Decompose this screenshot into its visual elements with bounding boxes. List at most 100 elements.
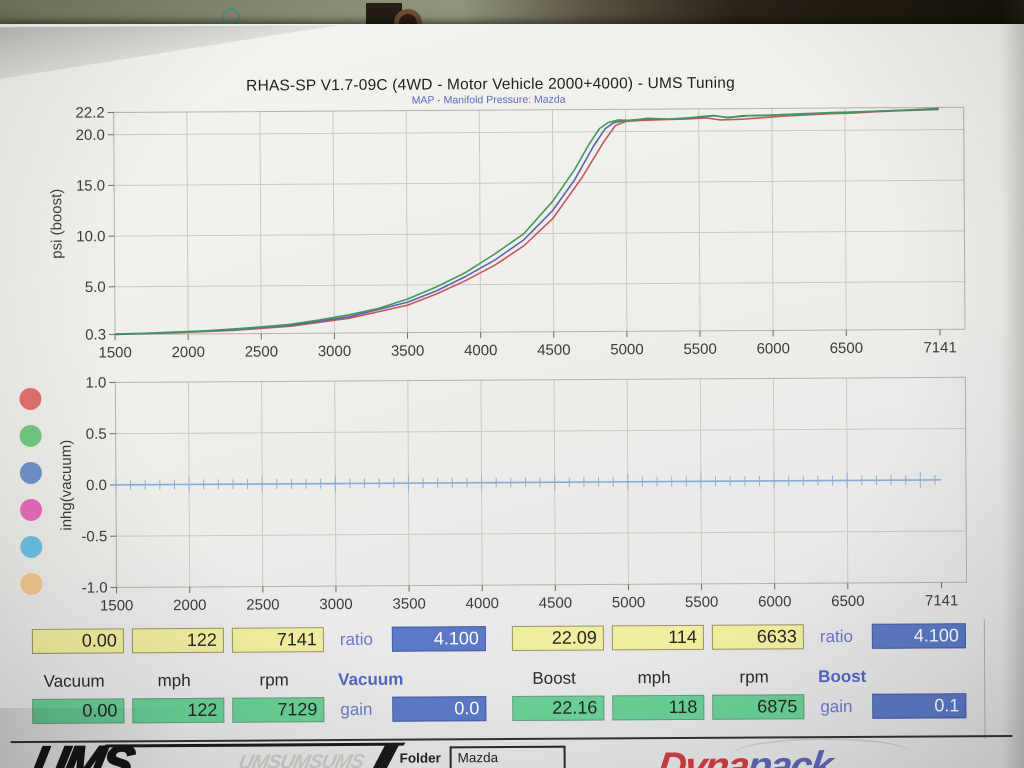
svg-text:5500: 5500 xyxy=(683,341,716,358)
ums-logo-outline xyxy=(103,742,406,748)
svg-text:0.0: 0.0 xyxy=(86,477,107,494)
vacuum-peak-rpm: 7141 xyxy=(231,627,324,653)
dynapack-logo-red: Dyna xyxy=(654,744,751,768)
svg-text:0.3: 0.3 xyxy=(85,326,106,343)
svg-text:psi (boost): psi (boost) xyxy=(48,189,65,259)
svg-text:2000: 2000 xyxy=(172,344,205,361)
folder-value: Mazda xyxy=(457,750,499,766)
dynapack-logo: Dynapack xyxy=(655,744,834,768)
svg-text:22.2: 22.2 xyxy=(75,104,104,121)
legend-dot-red xyxy=(19,387,42,411)
boost-peak-rpm: 6633 xyxy=(711,624,804,650)
boost-peak-row: 22.09 114 6633 ratio 4.100 xyxy=(511,623,972,652)
svg-text:20.0: 20.0 xyxy=(76,127,105,144)
vacuum-peak-row: 0.00 122 7141 ratio 4.100 xyxy=(31,626,492,654)
col-label-rpm: rpm xyxy=(259,670,289,690)
vacuum-current-value: 0.00 xyxy=(32,698,125,724)
boost-chart: 1500 2000 2500 3000 3500 4000 4500 5000 5500 6000… xyxy=(48,104,966,362)
vacuum-current-mph: 122 xyxy=(132,697,225,724)
svg-text:15.0: 15.0 xyxy=(76,177,105,194)
col-label-mph: mph xyxy=(637,668,671,688)
col-label-vacuum: Vacuum xyxy=(43,671,105,691)
col-label-rpm: rpm xyxy=(739,667,769,687)
svg-text:7141: 7141 xyxy=(923,339,956,356)
svg-text:6500: 6500 xyxy=(830,340,863,357)
boost-peak-value: 22.09 xyxy=(511,625,604,652)
channel-label-vacuum: Vacuum xyxy=(338,669,404,690)
vacuum-current-row: 0.00 122 7129 gain 0.0 xyxy=(32,696,492,724)
col-label-boost: Boost xyxy=(532,668,576,688)
printout-content: RHAS-SP V1.7-09C (4WD - Motor Vehicle 20… xyxy=(0,21,1024,768)
ratio-label: ratio xyxy=(339,629,374,650)
col-label-mph: mph xyxy=(157,670,191,691)
svg-text:2500: 2500 xyxy=(246,596,279,613)
svg-text:5000: 5000 xyxy=(612,594,645,611)
svg-text:2000: 2000 xyxy=(173,597,206,614)
boost-current-mph: 118 xyxy=(612,694,705,721)
run-legend xyxy=(19,387,44,610)
ums-logo-slash xyxy=(364,744,400,768)
ratio-label: ratio xyxy=(819,626,854,647)
legend-dot-orange xyxy=(20,572,43,596)
boost-data-block: 22.09 114 6633 ratio 4.100 Boost mph rpm… xyxy=(511,623,973,728)
svg-text:1.0: 1.0 xyxy=(85,374,106,391)
paper-sheet: RHAS-SP V1.7-09C (4WD - Motor Vehicle 20… xyxy=(0,24,1024,768)
series-run-blue xyxy=(115,107,939,336)
boost-labels-row: Boost mph rpm Boost xyxy=(512,663,972,691)
legend-dot-pink xyxy=(20,498,43,522)
ums-watermark-text: UMSUMSUMS xyxy=(236,750,366,768)
svg-text:6000: 6000 xyxy=(758,593,791,610)
svg-text:7141: 7141 xyxy=(925,592,958,609)
series-vacuum-flat xyxy=(115,479,941,486)
gain-label: gain xyxy=(820,696,853,717)
svg-text:3000: 3000 xyxy=(319,596,352,613)
svg-text:3000: 3000 xyxy=(318,343,351,360)
vacuum-current-rpm: 7129 xyxy=(232,697,325,723)
series-run-green xyxy=(115,108,939,335)
boost-current-rpm: 6875 xyxy=(712,694,805,720)
svg-text:10.0: 10.0 xyxy=(76,228,105,245)
channel-label-boost: Boost xyxy=(818,666,867,687)
boost-current-value: 22.16 xyxy=(512,695,605,722)
svg-text:6000: 6000 xyxy=(757,340,790,357)
ums-logo: UMS UMSUMSUMS xyxy=(27,741,407,768)
svg-text:1500: 1500 xyxy=(98,344,131,361)
series-run-red xyxy=(115,108,939,336)
panel-right-border xyxy=(983,619,986,740)
svg-text:4000: 4000 xyxy=(464,342,497,359)
svg-text:4500: 4500 xyxy=(539,595,572,612)
svg-text:-0.5: -0.5 xyxy=(81,528,107,545)
svg-text:5.0: 5.0 xyxy=(85,279,106,296)
svg-text:3500: 3500 xyxy=(392,596,425,613)
svg-text:0.5: 0.5 xyxy=(86,426,107,443)
svg-text:inhg(vacuum): inhg(vacuum) xyxy=(58,440,76,531)
legend-dot-cyan xyxy=(20,535,43,559)
svg-text:4000: 4000 xyxy=(466,595,499,612)
gain-value: 0.1 xyxy=(872,693,967,719)
svg-text:2500: 2500 xyxy=(245,343,278,360)
ratio-value: 4.100 xyxy=(871,623,966,649)
svg-text:6500: 6500 xyxy=(831,593,864,610)
legend-dot-green xyxy=(19,424,42,448)
paper-corner-shadow xyxy=(0,25,338,79)
gain-label: gain xyxy=(340,699,373,720)
dynapack-logo-blue: pack xyxy=(744,744,834,768)
ums-logo-text: UMS xyxy=(27,740,137,768)
gain-value: 0.0 xyxy=(392,696,487,722)
boost-current-row: 22.16 118 6875 gain 0.1 xyxy=(512,693,972,722)
folder-label: Folder xyxy=(399,750,441,766)
vacuum-peak-mph: 122 xyxy=(131,627,224,654)
folder-value-box: Mazda xyxy=(449,745,566,768)
vacuum-data-block: 0.00 122 7141 ratio 4.100 Vacuum mph rpm… xyxy=(31,626,493,731)
vacuum-chart: 1500 2000 2500 3000 3500 4000 4500 5000 5500 6000… xyxy=(58,374,968,615)
svg-text:3500: 3500 xyxy=(391,343,424,360)
svg-text:5000: 5000 xyxy=(610,341,643,358)
svg-text:-1.0: -1.0 xyxy=(82,579,108,596)
boost-peak-mph: 114 xyxy=(611,624,704,651)
legend-dot-blue xyxy=(19,461,42,485)
svg-text:5500: 5500 xyxy=(685,594,718,611)
vacuum-peak-value: 0.00 xyxy=(31,628,124,654)
svg-text:1500: 1500 xyxy=(100,597,133,614)
svg-text:4500: 4500 xyxy=(537,342,570,359)
